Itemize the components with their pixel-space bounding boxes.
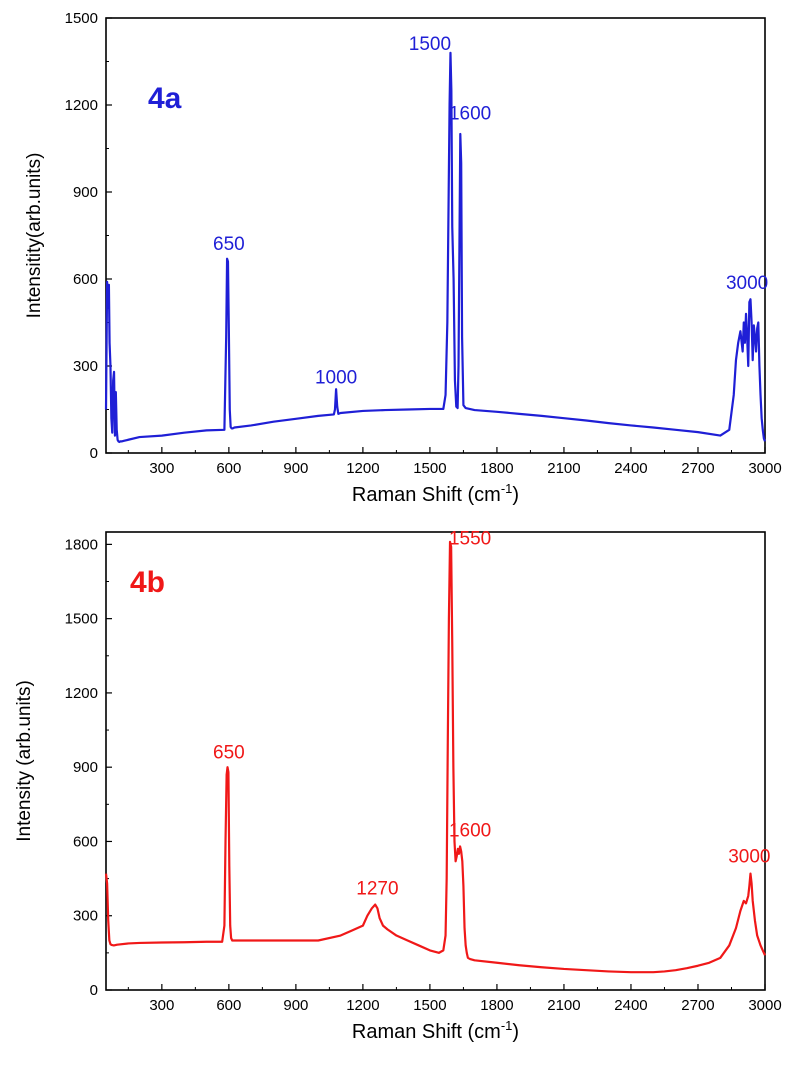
y-axis-label: Intensity (arb.units) — [14, 680, 35, 842]
x-axis-label-end: ) — [512, 1021, 519, 1043]
peak-label: 1500 — [409, 34, 451, 55]
x-tick-label: 600 — [216, 460, 241, 477]
x-tick-label: 1800 — [480, 460, 513, 477]
peak-label: 1600 — [449, 821, 491, 842]
peak-label: 650 — [213, 234, 245, 255]
x-axis-label: Raman Shift (cm-1) — [352, 1018, 519, 1043]
peak-label: 1550 — [449, 528, 491, 549]
peak-label: 3000 — [728, 847, 770, 868]
panel-label: 4b — [130, 566, 165, 599]
x-tick-label: 900 — [283, 460, 308, 477]
y-tick-label: 1500 — [65, 611, 98, 628]
x-axis-label-superscript: -1 — [501, 1018, 513, 1033]
y-tick-label: 900 — [73, 759, 98, 776]
x-tick-label: 1200 — [346, 997, 379, 1014]
x-tick-label: 1500 — [413, 997, 446, 1014]
x-tick-label: 1200 — [346, 460, 379, 477]
peak-label: 1000 — [315, 367, 357, 388]
panel-label: 4a — [148, 82, 182, 115]
y-tick-label: 0 — [90, 982, 98, 999]
x-tick-label: 2400 — [614, 997, 647, 1014]
x-axis-label-superscript: -1 — [501, 481, 513, 496]
x-tick-label: 3000 — [748, 997, 781, 1014]
plot-frame — [105, 17, 766, 454]
spectrum-line-4b — [104, 540, 767, 974]
x-tick-label: 2400 — [614, 460, 647, 477]
peak-label: 3000 — [726, 273, 768, 294]
peak-label: 650 — [213, 743, 245, 764]
x-tick-label: 2100 — [547, 460, 580, 477]
y-axis-label: Intensitity(arb.units) — [24, 153, 45, 319]
plot-frame — [105, 531, 766, 991]
y-tick-label: 900 — [73, 184, 98, 201]
y-tick-label: 300 — [73, 358, 98, 375]
x-tick-label: 1500 — [413, 460, 446, 477]
x-tick-label: 300 — [149, 460, 174, 477]
y-tick-label: 0 — [90, 445, 98, 462]
peak-label: 1270 — [356, 879, 398, 900]
x-tick-label: 300 — [149, 997, 174, 1014]
x-tick-label: 2100 — [547, 997, 580, 1014]
x-axis-label-main: Raman Shift (cm — [352, 1021, 501, 1043]
y-tick-label: 600 — [73, 271, 98, 288]
y-tick-label: 1200 — [65, 685, 98, 702]
x-tick-label: 1800 — [480, 997, 513, 1014]
x-tick-label: 3000 — [748, 460, 781, 477]
x-tick-label: 900 — [283, 997, 308, 1014]
y-tick-label: 1500 — [65, 10, 98, 27]
x-tick-label: 2700 — [681, 997, 714, 1014]
spectrum-line-4a — [104, 51, 767, 444]
x-axis-label: Raman Shift (cm-1) — [352, 481, 519, 506]
peak-label: 1600 — [449, 104, 491, 125]
y-tick-label: 1800 — [65, 536, 98, 553]
y-tick-label: 300 — [73, 908, 98, 925]
x-tick-label: 600 — [216, 997, 241, 1014]
x-tick-label: 2700 — [681, 460, 714, 477]
chart-panel-4a: 300 600 900 1200 1500 1800 2100 2400 2700 3000 0 30… — [24, 10, 782, 506]
x-axis-label-main: Raman Shift (cm — [352, 484, 501, 506]
y-tick-label: 600 — [73, 833, 98, 850]
y-tick-label: 1200 — [65, 97, 98, 114]
x-axis-label-end: ) — [512, 484, 519, 506]
chart-panel-4b: 300 600 900 1200 1500 1800 2100 2400 2700 3000 0 30… — [14, 528, 782, 1043]
